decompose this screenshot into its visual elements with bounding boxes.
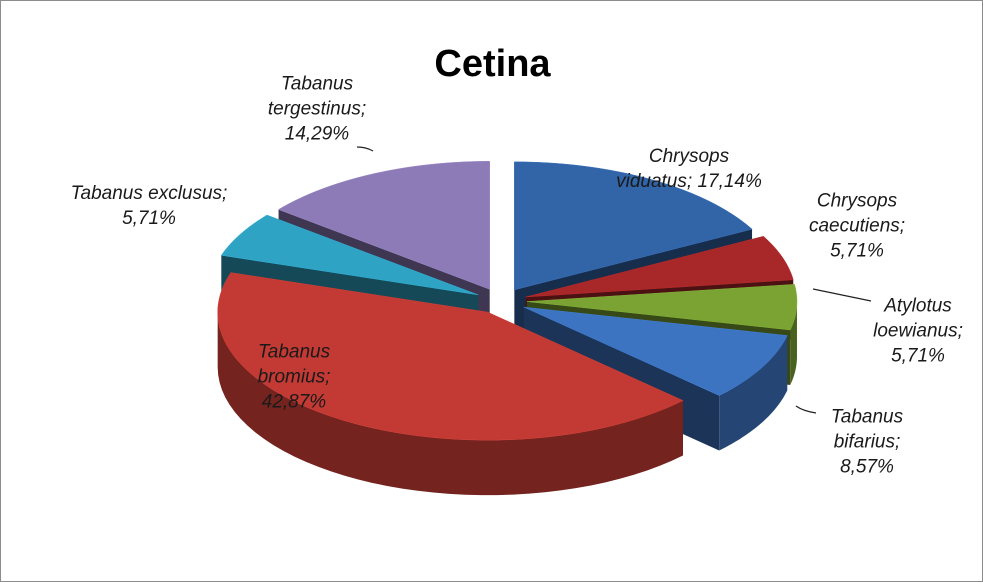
pie bbox=[217, 161, 798, 496]
slice bbox=[217, 272, 684, 441]
label-value: 8,57% bbox=[840, 456, 894, 478]
slice bbox=[277, 161, 490, 290]
slice bbox=[514, 161, 753, 291]
slice bbox=[525, 236, 794, 298]
leader-line bbox=[795, 405, 817, 414]
label-category: Tabanus tergestinus; bbox=[267, 73, 367, 120]
label-value: 17,14% bbox=[697, 171, 762, 192]
data-label: Atylotus loewianus; 5,71% bbox=[863, 294, 973, 369]
label-category: Chrysops caecutiens; bbox=[808, 190, 906, 237]
label-category: Tabanus bromius; bbox=[257, 341, 331, 388]
slice bbox=[523, 306, 788, 396]
label-value: 5,71% bbox=[122, 208, 176, 229]
slice-side bbox=[719, 335, 788, 451]
label-value: 42,87% bbox=[261, 391, 327, 413]
chart-title: Cetina bbox=[434, 43, 551, 85]
label-category: Chrysops viduatus; bbox=[616, 146, 730, 192]
data-label: Tabanus exclusus; 5,71% bbox=[64, 181, 234, 231]
label-value: 14,29% bbox=[284, 123, 350, 145]
data-label: Tabanus bromius; 42,87% bbox=[239, 340, 349, 415]
slice-side bbox=[217, 312, 683, 496]
label-value: 5,71% bbox=[830, 240, 884, 262]
label-category: Tabanus exclusus; bbox=[70, 183, 228, 204]
leader-line bbox=[812, 288, 872, 302]
data-label: Tabanus bifarius; 8,57% bbox=[812, 405, 922, 480]
label-category: Tabanus bifarius; bbox=[830, 406, 904, 453]
label-category: Atylotus loewianus; bbox=[873, 295, 963, 342]
data-label: Tabanus tergestinus; 14,29% bbox=[257, 72, 377, 147]
slice bbox=[526, 284, 798, 331]
slice-side bbox=[790, 301, 797, 385]
leader-line bbox=[356, 146, 374, 152]
data-label: Chrysops viduatus; 17,14% bbox=[614, 144, 764, 194]
slice bbox=[220, 214, 479, 296]
label-value: 5,71% bbox=[891, 345, 945, 367]
data-label: Chrysops caecutiens; 5,71% bbox=[797, 189, 917, 264]
